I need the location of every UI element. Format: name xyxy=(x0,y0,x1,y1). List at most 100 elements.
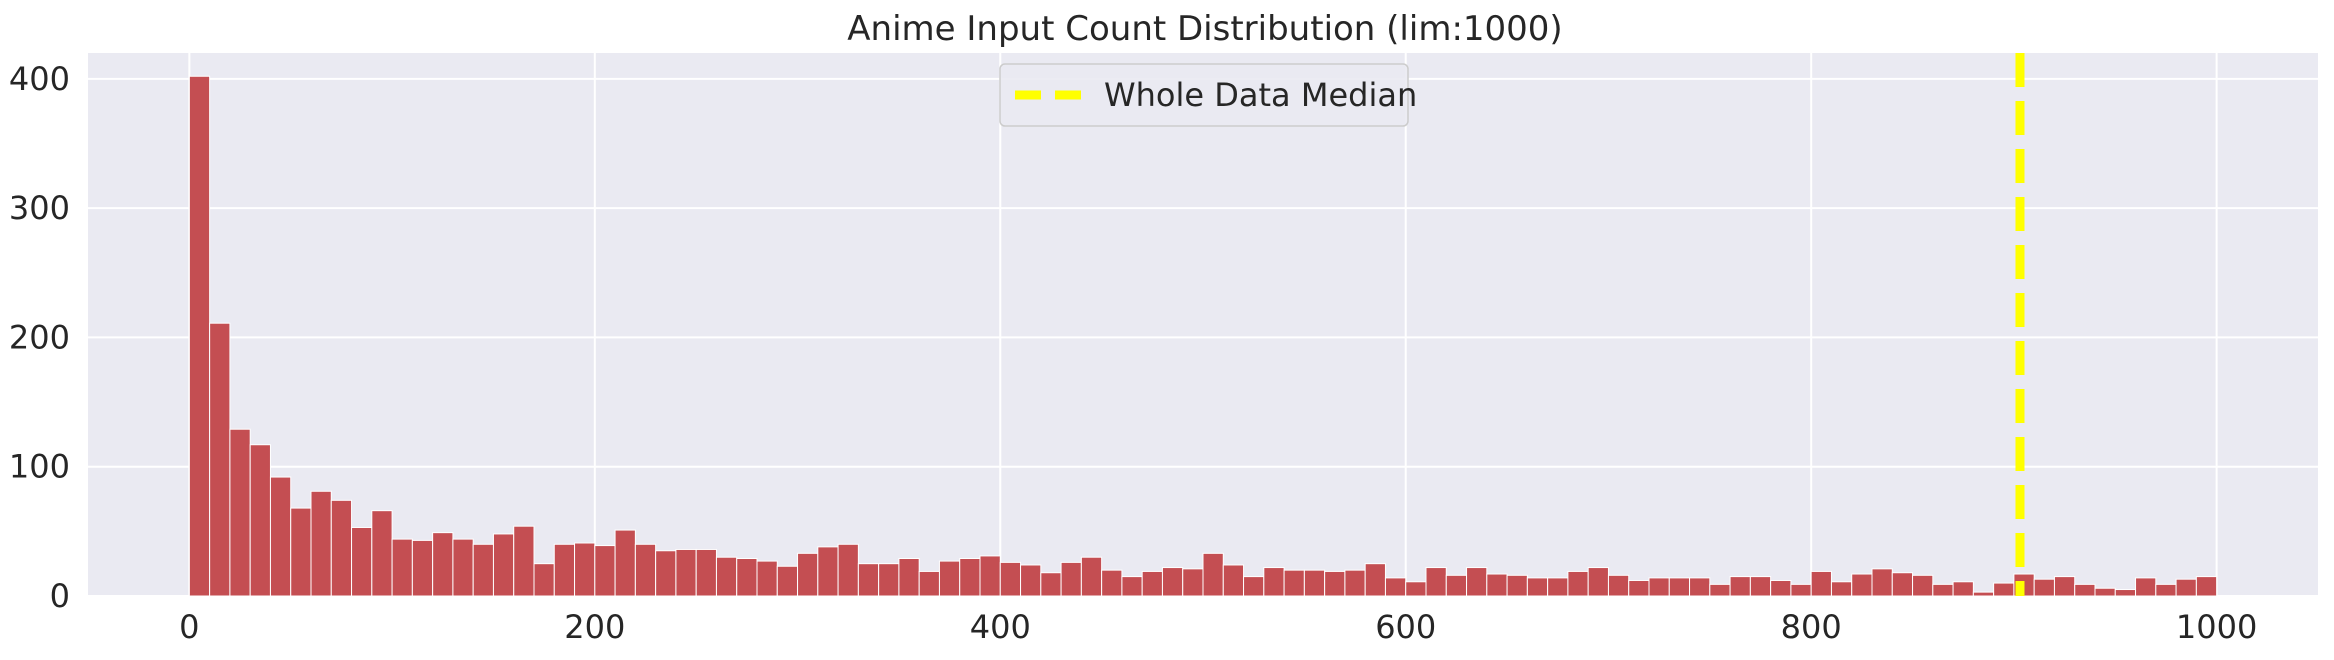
histogram-bar xyxy=(1324,570,1346,597)
histogram-bar xyxy=(1830,581,1853,597)
histogram-bar xyxy=(817,546,839,597)
histogram-bar xyxy=(1709,583,1731,597)
histogram-bar xyxy=(1466,567,1488,597)
x-tick-label: 200 xyxy=(564,608,625,646)
histogram-bar xyxy=(1689,577,1711,597)
x-tick-label: 800 xyxy=(1781,608,1842,646)
histogram-bar xyxy=(857,563,880,597)
histogram-bar xyxy=(310,490,332,597)
histogram-bar xyxy=(1952,581,1974,597)
y-tick-label: 0 xyxy=(50,577,70,615)
histogram-bar xyxy=(330,499,353,597)
histogram-bar xyxy=(371,510,393,597)
histogram-bar xyxy=(898,558,920,597)
histogram-bar xyxy=(1526,577,1549,597)
histogram-bar xyxy=(918,570,940,597)
histogram-bar xyxy=(634,543,657,597)
histogram-bar xyxy=(1283,569,1305,597)
histogram-bar xyxy=(1749,576,1772,597)
histogram-bar xyxy=(1405,581,1427,597)
histogram-bar xyxy=(1506,574,1528,597)
histogram-bar xyxy=(655,550,677,597)
histogram-bar xyxy=(797,552,819,597)
histogram-bar xyxy=(776,565,799,597)
histogram-bar xyxy=(1020,564,1042,597)
histogram-bar xyxy=(1141,570,1163,597)
y-tick-label: 100 xyxy=(9,448,70,486)
histogram-bar xyxy=(736,558,758,597)
histogram-bar xyxy=(472,543,494,597)
histogram-bar xyxy=(553,543,576,597)
histogram-bar xyxy=(1932,583,1954,597)
histogram-bar xyxy=(574,542,596,597)
histogram-bar xyxy=(351,526,373,597)
histogram-bar xyxy=(878,563,900,597)
histogram-bar xyxy=(432,532,454,597)
x-axis-ticks: 0 200 400 600 800 1000 xyxy=(179,608,2257,646)
histogram-bar xyxy=(290,507,312,597)
histogram-bar xyxy=(229,428,251,597)
histogram-bar xyxy=(594,545,616,597)
histogram-bar xyxy=(1101,569,1123,597)
histogram-bar xyxy=(837,543,859,597)
histogram-bar xyxy=(938,560,961,597)
histogram-bar xyxy=(1243,576,1265,597)
histogram-bar xyxy=(1648,577,1670,597)
histogram-bar xyxy=(1344,569,1366,597)
x-tick-label: 600 xyxy=(1375,608,1436,646)
histogram-bar xyxy=(1810,570,1832,597)
histogram-bar xyxy=(1607,574,1630,597)
histogram-bar xyxy=(1567,570,1589,597)
x-tick-label: 0 xyxy=(179,608,199,646)
x-tick-label: 1000 xyxy=(2176,608,2257,646)
histogram-bar xyxy=(695,548,717,597)
histogram-bar xyxy=(2175,578,2197,597)
histogram-bar xyxy=(1060,561,1082,597)
histogram-bars xyxy=(188,75,2218,597)
histogram-bar xyxy=(411,539,434,597)
histogram-bar xyxy=(1202,552,1224,597)
histogram-bar xyxy=(675,548,697,597)
histogram-bar xyxy=(1384,577,1407,597)
histogram-bar xyxy=(1303,569,1326,597)
histogram-bar xyxy=(1222,564,1245,597)
histogram-bar xyxy=(1993,582,2015,597)
histogram-bar xyxy=(209,322,231,597)
histogram-bar xyxy=(1668,577,1691,597)
histogram-bar xyxy=(452,538,474,597)
histogram-bar xyxy=(2195,576,2218,597)
histogram-bar xyxy=(1587,567,1609,597)
histogram-bar xyxy=(1161,567,1184,597)
histogram-bar xyxy=(1912,574,1934,597)
histogram-bar xyxy=(1080,556,1103,597)
histogram-bar xyxy=(1040,572,1062,597)
histogram-bar xyxy=(2094,587,2116,597)
histogram-bar xyxy=(1364,563,1386,597)
histogram-bar xyxy=(249,444,271,597)
y-axis-ticks: 0 100 200 300 400 xyxy=(9,60,70,615)
histogram-bar xyxy=(1121,576,1143,597)
histogram-bar xyxy=(1547,577,1569,597)
histogram-bar xyxy=(756,560,778,597)
legend-label-median: Whole Data Median xyxy=(1104,76,1417,114)
histogram-bar xyxy=(2114,589,2137,597)
histogram-bar xyxy=(1445,574,1468,597)
legend-box xyxy=(999,63,1409,127)
histogram-bar xyxy=(1425,567,1447,597)
legend: Whole Data Median xyxy=(999,63,1417,127)
y-tick-label: 300 xyxy=(9,189,70,227)
histogram-bar xyxy=(513,525,535,597)
y-tick-label: 400 xyxy=(9,60,70,98)
histogram-bar xyxy=(391,538,413,597)
histogram-bar xyxy=(533,563,555,597)
chart-title: Anime Input Count Distribution (lim:1000… xyxy=(847,9,1562,49)
histogram-bar xyxy=(1729,576,1751,597)
histogram-bar xyxy=(999,561,1022,597)
histogram-bar xyxy=(715,556,738,597)
histogram-bar xyxy=(188,75,211,597)
histogram-bar xyxy=(1972,591,1995,597)
histogram-bar xyxy=(614,529,636,597)
x-tick-label: 400 xyxy=(970,608,1031,646)
histogram-bar xyxy=(959,558,981,597)
